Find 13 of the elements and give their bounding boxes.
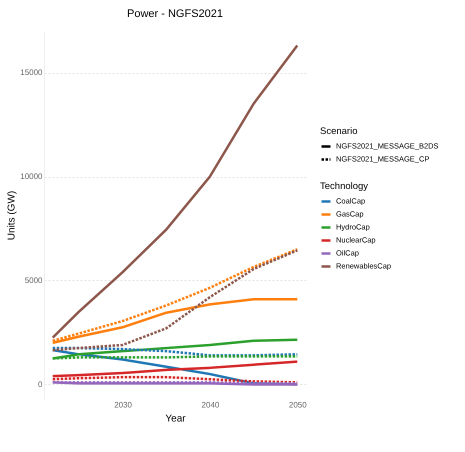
- x-tick-label: 2030: [114, 400, 133, 410]
- y-tick-label: 10000: [20, 172, 44, 182]
- x-tick-label: 2040: [202, 400, 220, 410]
- text: Scenario: [320, 126, 358, 137]
- y-tick-label: 0: [38, 380, 44, 389]
- y-tick-label: 15000: [20, 68, 44, 78]
- line-series: [51, 44, 299, 339]
- legend-title: Technology: [320, 181, 368, 192]
- x-tick-label: 2050: [288, 400, 308, 410]
- y-tick-label: 5000: [24, 276, 44, 285]
- y-axis-title: Units (GW): [6, 190, 18, 240]
- chart-title: Power - NGFS2021: [127, 8, 223, 20]
- x-axis-title: Year: [165, 414, 186, 424]
